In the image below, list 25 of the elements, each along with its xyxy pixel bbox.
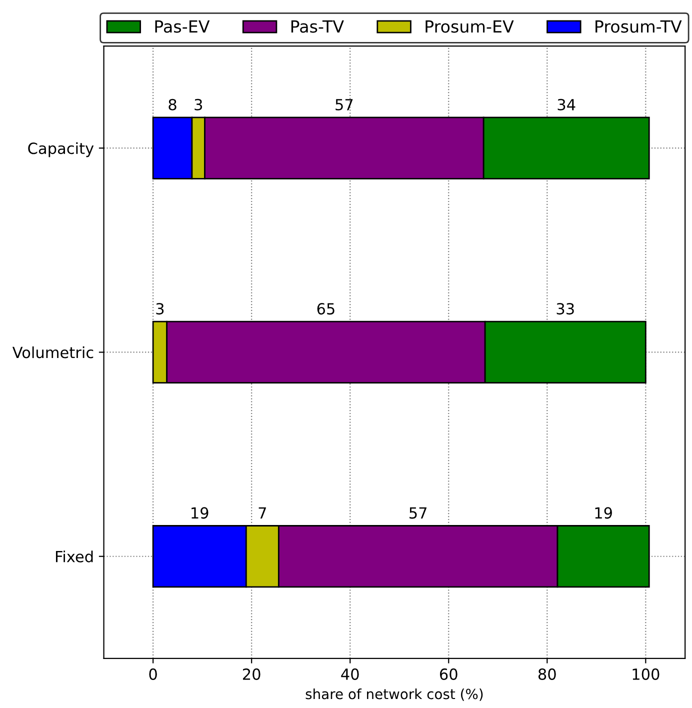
data-label: 34 [558, 98, 576, 110]
data-label: 8 [168, 98, 176, 110]
x-tick-label: 100 [632, 668, 660, 680]
x-axis-title: share of network cost (%) [306, 688, 483, 701]
data-label: 19 [595, 507, 612, 519]
data-label: 33 [556, 303, 574, 315]
data-label: 57 [410, 507, 426, 519]
x-tick-label: 0 [149, 668, 157, 680]
legend-label: Prosum-TV [596, 20, 682, 33]
x-tick-label: 80 [538, 668, 556, 680]
x-tick-label: 40 [341, 668, 359, 680]
legend-label: Prosum-EV [426, 20, 514, 33]
data-label: 19 [192, 507, 208, 519]
data-label: 7 [258, 507, 266, 518]
data-label: 3 [194, 98, 202, 110]
y-tick-label: Volumetric [12, 346, 94, 358]
legend-label: Pas-EV [155, 20, 210, 33]
data-label: 65 [317, 303, 334, 315]
legend-label: Pas-TV [291, 20, 344, 33]
data-label: 57 [336, 99, 353, 110]
x-tick-label: 20 [242, 668, 260, 680]
y-tick-label: Capacity [28, 142, 94, 158]
data-label: 3 [156, 303, 164, 315]
y-tick-label: Fixed [56, 550, 93, 562]
x-tick-label: 60 [440, 668, 458, 680]
